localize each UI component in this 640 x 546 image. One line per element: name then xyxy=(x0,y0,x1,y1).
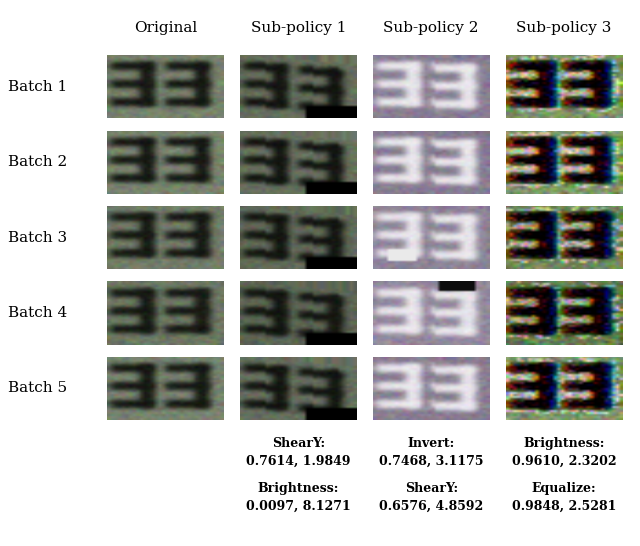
Text: Batch 1: Batch 1 xyxy=(8,80,67,94)
Text: 0.6576, 4.8592: 0.6576, 4.8592 xyxy=(379,500,483,513)
Text: Sub-policy 2: Sub-policy 2 xyxy=(383,21,479,35)
Text: Brightness:: Brightness: xyxy=(524,437,605,450)
Text: Equalize:: Equalize: xyxy=(532,482,596,495)
Text: Original: Original xyxy=(134,21,197,35)
Text: Sub-policy 3: Sub-policy 3 xyxy=(516,21,612,35)
Text: 0.9848, 2.5281: 0.9848, 2.5281 xyxy=(512,500,616,513)
Text: ShearY:: ShearY: xyxy=(404,482,458,495)
Text: 0.9610, 2.3202: 0.9610, 2.3202 xyxy=(512,455,616,468)
Text: ShearY:: ShearY: xyxy=(272,437,325,450)
Text: Batch 3: Batch 3 xyxy=(8,230,67,245)
Text: Brightness:: Brightness: xyxy=(258,482,339,495)
Text: Batch 5: Batch 5 xyxy=(8,381,67,395)
Text: 0.7614, 1.9849: 0.7614, 1.9849 xyxy=(246,455,351,468)
Text: 0.7468, 3.1175: 0.7468, 3.1175 xyxy=(379,455,483,468)
Text: 0.0097, 8.1271: 0.0097, 8.1271 xyxy=(246,500,351,513)
Text: Invert:: Invert: xyxy=(408,437,455,450)
Text: Batch 4: Batch 4 xyxy=(8,306,67,320)
Text: Batch 2: Batch 2 xyxy=(8,155,67,169)
Text: Sub-policy 1: Sub-policy 1 xyxy=(251,21,346,35)
